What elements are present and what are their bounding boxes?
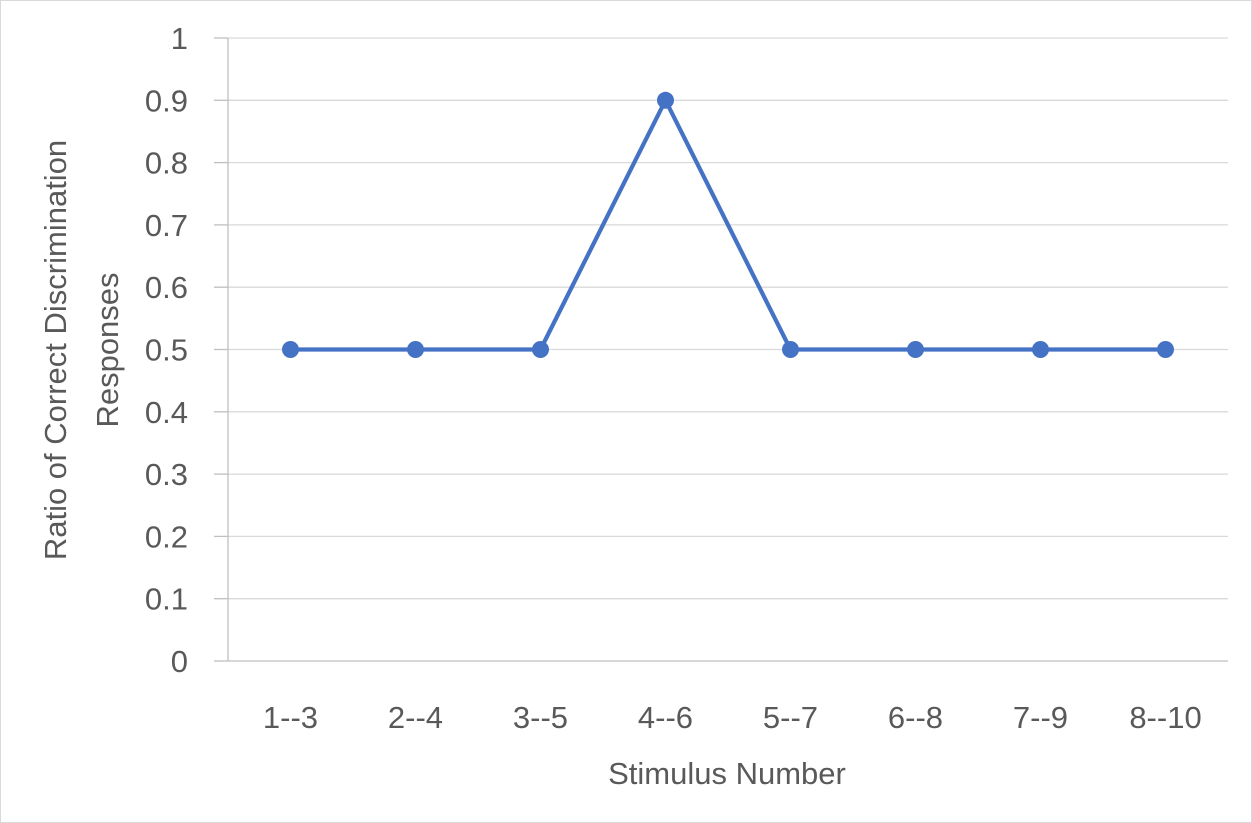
y-axis-title-line-1: Ratio of Correct Discrimination (38, 140, 73, 560)
y-tick-label-3: 0.3 (145, 457, 188, 492)
x-tick-label-5: 6--8 (888, 700, 943, 735)
series-layer (282, 91, 1174, 358)
y-axis-title-line-2: Responses (90, 272, 125, 427)
y-axis: 0 0.1 0.2 0.3 0.4 0.5 0.6 0.7 0.8 0.9 1 (145, 21, 229, 679)
data-point-0-2 (532, 341, 549, 358)
y-tick-label-5: 0.5 (145, 333, 188, 368)
x-tick-label-1: 2--4 (388, 700, 443, 735)
y-tick-label-7: 0.7 (145, 208, 188, 243)
data-point-0-1 (407, 341, 424, 358)
data-point-0-0 (282, 341, 299, 358)
x-tick-label-4: 5--7 (763, 700, 818, 735)
x-tick-label-6: 7--9 (1013, 700, 1068, 735)
x-tick-label-3: 4--6 (638, 700, 693, 735)
y-tick-label-4: 0.4 (145, 395, 188, 430)
y-tick-label-6: 0.6 (145, 270, 188, 305)
y-tick-label-1: 0.1 (145, 582, 188, 617)
x-tick-label-2: 3--5 (513, 700, 568, 735)
data-point-0-5 (907, 341, 924, 358)
data-point-0-6 (1032, 341, 1049, 358)
x-tick-label-7: 8--10 (1129, 700, 1201, 735)
series-line-0 (288, 98, 1168, 352)
x-tick-label-0: 1--3 (263, 700, 318, 735)
x-axis: 1--3 2--4 3--5 4--6 5--7 6--8 7--9 8--10 (228, 660, 1228, 735)
data-point-0-4 (782, 341, 799, 358)
gridlines (228, 37, 1228, 600)
y-tick-label-0: 0 (171, 644, 188, 679)
y-tick-label-8: 0.8 (145, 146, 188, 181)
y-tick-label-9: 0.9 (145, 83, 188, 118)
data-point-0-7 (1157, 341, 1174, 358)
y-tick-label-2: 0.2 (145, 519, 188, 554)
x-axis-title: Stimulus Number (608, 756, 846, 791)
data-point-0-3 (657, 91, 674, 109)
y-tick-label-10: 1 (171, 21, 188, 56)
